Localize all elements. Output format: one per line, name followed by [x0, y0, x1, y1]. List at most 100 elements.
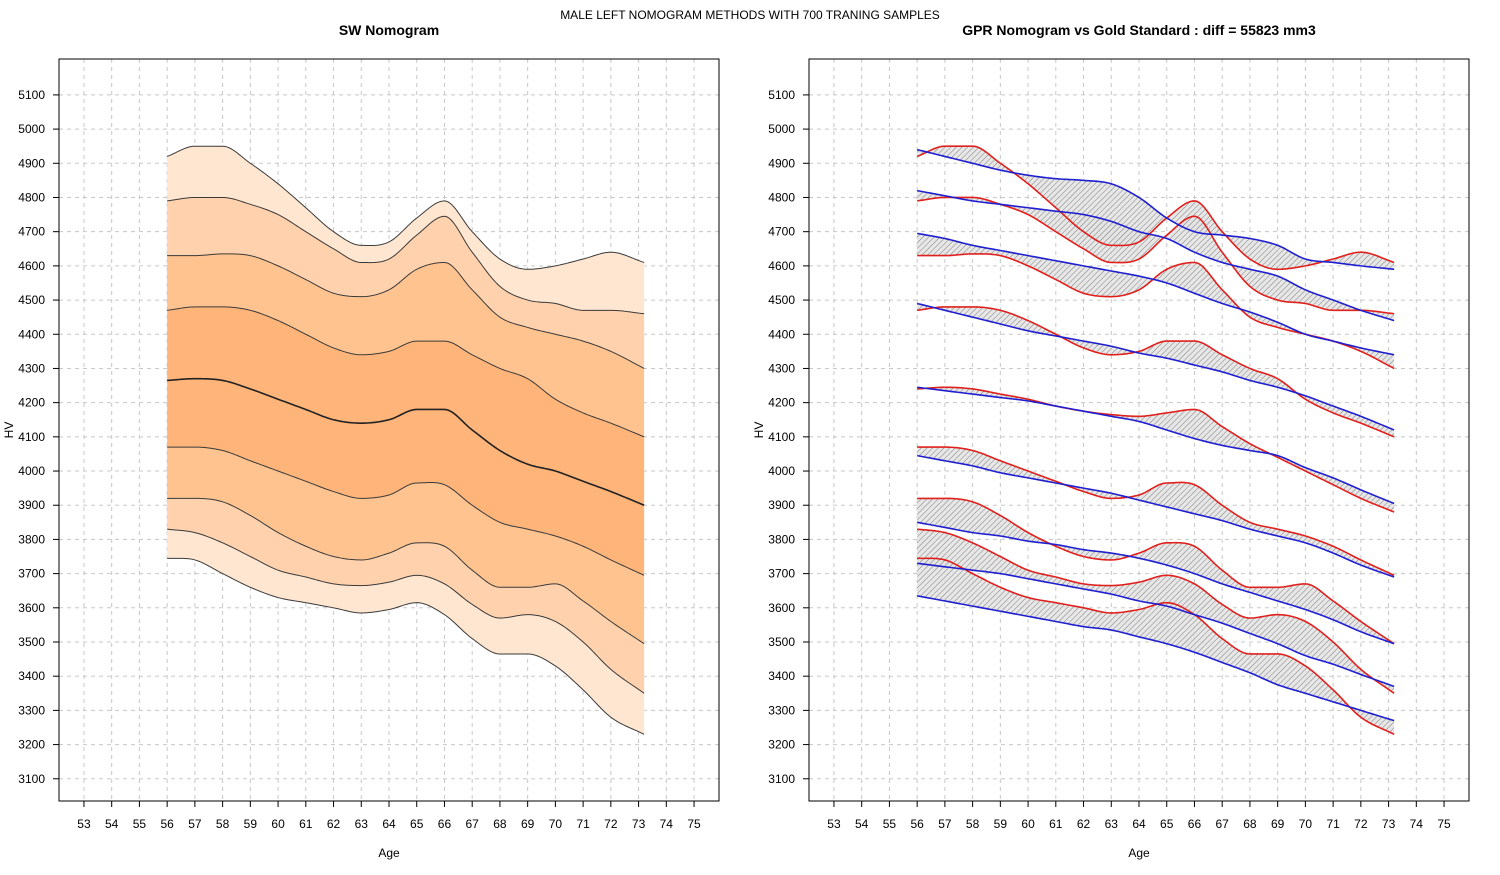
sw-y-tick-label: 5100: [18, 88, 45, 102]
gpr-x-tick-label: 72: [1354, 817, 1368, 831]
sw-nomogram-panel: SW Nomogram 53 54 55 56 57 58 59 60 61 62 63 64 65 66…: [2, 22, 720, 860]
gpr-x-tick-label: 56: [910, 817, 924, 831]
gpr-x-tick-label: 61: [1049, 817, 1063, 831]
sw-y-tick-label: 3900: [18, 498, 45, 512]
gpr-y-tick-label: 3600: [768, 601, 795, 615]
sw-y-tick-label: 3800: [18, 532, 45, 546]
sw-percentile-curve-6: [167, 446, 645, 576]
gpr-x-tick-label: 69: [1271, 817, 1285, 831]
gpr-x-tick-label: 73: [1382, 817, 1396, 831]
sw-y-tick-label: 3300: [18, 703, 45, 717]
sw-percentile-curves: [166, 145, 645, 735]
sw-x-tick-label: 60: [271, 817, 285, 831]
gpr-x-tick-label: 67: [1216, 817, 1230, 831]
gold-standard-curve-9: [917, 557, 1395, 736]
sw-x-tick-label: 72: [604, 817, 618, 831]
sw-y-tick-label: 4200: [18, 396, 45, 410]
gold-standard-curve-4: [917, 306, 1395, 438]
gpr-x-tick-label: 64: [1132, 817, 1146, 831]
sw-x-tick-label: 55: [133, 817, 147, 831]
sw-y-tick-label: 4300: [18, 361, 45, 375]
gold-standard-curve-6: [917, 446, 1395, 577]
sw-x-tick-label: 64: [382, 817, 396, 831]
sw-x-tick-label: 70: [549, 817, 563, 831]
sw-y-tick-label: 3500: [18, 635, 45, 649]
sw-x-tick-label: 62: [327, 817, 341, 831]
sw-percentile-curve-9: [167, 557, 645, 735]
gpr-difference-area-7: [917, 498, 1395, 644]
gpr-x-tick-label: 55: [883, 817, 897, 831]
gpr-curve-3: [917, 232, 1395, 356]
sw-x-tick-label: 59: [244, 817, 258, 831]
sw-y-tick-label: 3200: [18, 738, 45, 752]
gpr-curves: [916, 145, 1395, 736]
gpr-y-tick-label: 3100: [768, 772, 795, 786]
sw-band-2: [167, 197, 645, 369]
gpr-x-tick-label: 66: [1188, 817, 1202, 831]
gpr-y-tick-label: 4700: [768, 225, 795, 239]
gpr-x-tick-label: 71: [1326, 817, 1340, 831]
gpr-y-tick-label: 4000: [768, 464, 795, 478]
gpr-y-tick-label: 3300: [768, 703, 795, 717]
gold-standard-curve-1: [916, 145, 1395, 271]
gpr-nomogram-title: GPR Nomogram vs Gold Standard : diff = 5…: [962, 22, 1316, 38]
sw-band-1: [167, 146, 645, 314]
sw-percentile-curve-3: [167, 253, 645, 369]
sw-x-tick-label: 71: [576, 817, 590, 831]
sw-percentile-curve-8: [167, 528, 645, 694]
sw-x-tick-label: 73: [632, 817, 646, 831]
gpr-x-tick-label: 60: [1021, 817, 1035, 831]
sw-nomogram-title: SW Nomogram: [339, 22, 439, 38]
gpr-grid: [809, 59, 1469, 801]
sw-y-tick-label: 4900: [18, 156, 45, 170]
gpr-x-tick-label: 57: [938, 817, 952, 831]
sw-percentile-curve-4: [167, 306, 645, 438]
sw-x-tick-label: 61: [299, 817, 313, 831]
sw-x-tick-label: 69: [521, 817, 535, 831]
gpr-y-tick-label: 3500: [768, 635, 795, 649]
gpr-y-tick-label: 4900: [768, 156, 795, 170]
sw-percentile-curve-2: [167, 196, 645, 315]
gpr-nomogram-panel: GPR Nomogram vs Gold Standard : diff = 5…: [752, 22, 1470, 860]
sw-band-8: [167, 529, 645, 735]
gpr-x-tick-label: 62: [1077, 817, 1091, 831]
gold-standard-curve-8: [917, 528, 1395, 694]
gpr-curve-7: [917, 521, 1395, 645]
gpr-curve-9: [917, 595, 1395, 722]
sw-y-axis-label: HV: [2, 422, 16, 439]
gpr-y-tick-label: 3900: [768, 498, 795, 512]
sw-x-tick-label: 67: [466, 817, 480, 831]
gpr-x-tick-label: 63: [1105, 817, 1119, 831]
gpr-curve-6: [917, 454, 1395, 578]
gpr-x-tick-label: 53: [827, 817, 841, 831]
sw-y-tick-label: 4000: [18, 464, 45, 478]
gpr-y-tick-label: 4200: [768, 396, 795, 410]
gpr-difference-area-6: [917, 447, 1395, 578]
sw-percentile-curve-1: [166, 145, 645, 270]
gpr-y-axis-label: HV: [752, 422, 766, 439]
gpr-y-tick-label: 3200: [768, 738, 795, 752]
sw-x-tick-label: 57: [188, 817, 202, 831]
gpr-y-tick-label: 3800: [768, 532, 795, 546]
gpr-y-tick-label: 4300: [768, 361, 795, 375]
gpr-x-axis-label: Age: [1128, 846, 1150, 860]
sw-x-tick-label: 65: [410, 817, 424, 831]
sw-x-tick-label: 75: [687, 817, 701, 831]
gpr-x-tick-label: 58: [966, 817, 980, 831]
gpr-difference-area-2: [917, 190, 1395, 321]
gpr-curve-5: [917, 386, 1395, 505]
sw-y-tick-label: 3400: [18, 669, 45, 683]
sw-x-tick-label: 54: [105, 817, 119, 831]
gpr-x-ticks: 53 54 55 56 57 58 59 60 61 62 63 64 65 66 67 68 69 70 71 72…: [827, 801, 1451, 831]
sw-percentile-bands: [167, 146, 645, 735]
gpr-y-tick-label: 4100: [768, 430, 795, 444]
gpr-curve-2: [917, 189, 1395, 322]
sw-y-tick-label: 4800: [18, 190, 45, 204]
gpr-x-tick-label: 75: [1437, 817, 1451, 831]
gpr-y-tick-label: 4600: [768, 259, 795, 273]
gpr-x-tick-label: 54: [855, 817, 869, 831]
sw-y-tick-label: 4600: [18, 259, 45, 273]
sw-band-3: [167, 253, 645, 437]
gpr-y-tick-label: 4500: [768, 293, 795, 307]
gpr-y-tick-label: 5100: [768, 88, 795, 102]
